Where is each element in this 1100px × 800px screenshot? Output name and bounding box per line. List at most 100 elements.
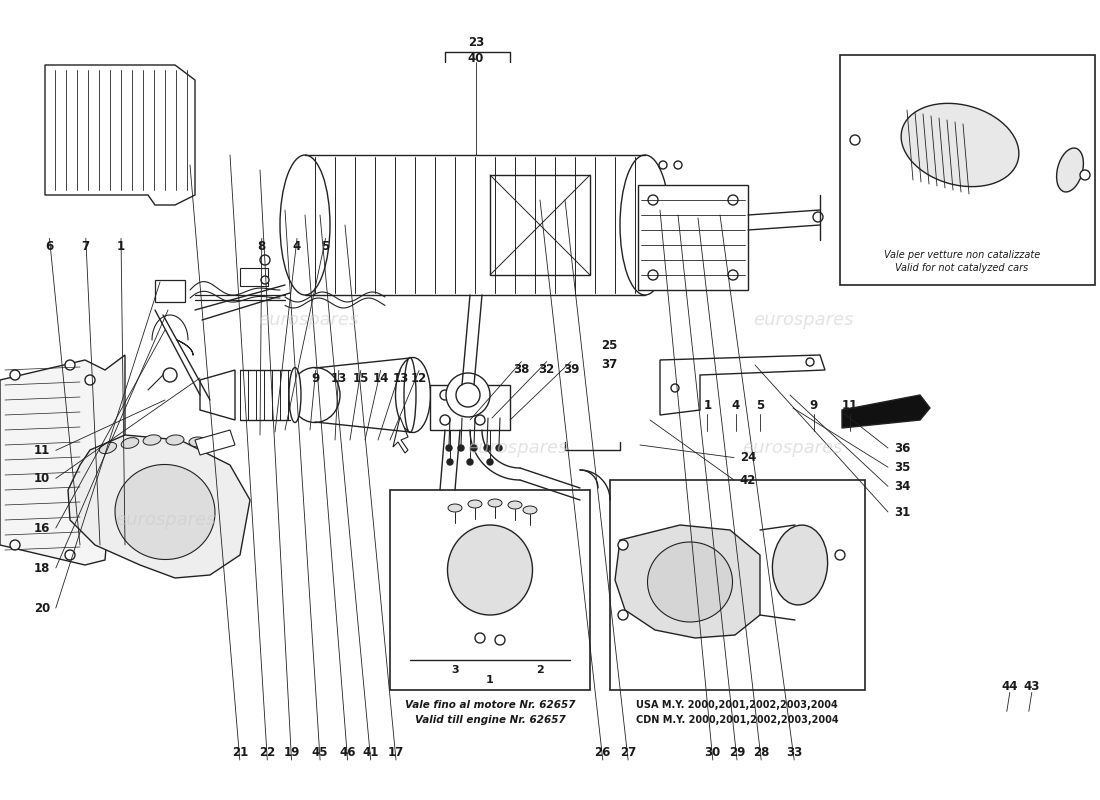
Text: 16: 16 (34, 522, 50, 534)
Ellipse shape (289, 367, 301, 422)
Ellipse shape (121, 438, 139, 448)
Ellipse shape (290, 367, 340, 422)
Text: 1: 1 (117, 240, 125, 253)
Text: CDN M.Y. 2000,2001,2002,2003,2004: CDN M.Y. 2000,2001,2002,2003,2004 (636, 715, 838, 725)
Bar (638, 185, 748, 290)
Text: 13: 13 (331, 372, 346, 385)
Circle shape (471, 445, 477, 451)
Ellipse shape (99, 442, 117, 454)
Text: 43: 43 (1024, 680, 1040, 693)
Text: 14: 14 (373, 372, 388, 385)
Circle shape (728, 195, 738, 205)
Circle shape (85, 375, 95, 385)
Ellipse shape (522, 506, 537, 514)
Text: 12: 12 (411, 372, 427, 385)
Text: 23: 23 (468, 35, 484, 49)
Circle shape (260, 255, 270, 265)
Circle shape (65, 550, 75, 560)
Text: 21: 21 (232, 746, 248, 758)
Circle shape (65, 360, 75, 370)
Text: 11: 11 (34, 444, 50, 457)
Text: 25: 25 (602, 339, 617, 352)
Circle shape (10, 370, 20, 380)
Bar (840, 55, 1094, 285)
Circle shape (456, 383, 480, 407)
Circle shape (835, 550, 845, 560)
Bar (155, 280, 185, 302)
Text: 36: 36 (894, 442, 910, 454)
Text: Valid till engine Nr. 62657: Valid till engine Nr. 62657 (415, 715, 565, 725)
Circle shape (10, 540, 20, 550)
Text: 33: 33 (786, 746, 802, 758)
Text: 26: 26 (595, 746, 610, 758)
Ellipse shape (468, 500, 482, 508)
Text: eurospares: eurospares (257, 311, 359, 329)
Text: Vale fino al motore Nr. 62657: Vale fino al motore Nr. 62657 (405, 700, 575, 710)
Text: 8: 8 (257, 240, 266, 253)
Circle shape (475, 633, 485, 643)
Text: 9: 9 (810, 399, 818, 412)
Text: 46: 46 (339, 746, 356, 758)
Text: Valid for not catalyzed cars: Valid for not catalyzed cars (895, 263, 1028, 273)
Text: 22: 22 (260, 746, 275, 758)
Text: 32: 32 (539, 363, 554, 376)
Ellipse shape (280, 155, 330, 295)
Text: eurospares: eurospares (741, 439, 843, 457)
Polygon shape (842, 395, 930, 428)
Circle shape (163, 368, 177, 382)
Polygon shape (615, 525, 760, 638)
Text: USA M.Y. 2000,2001,2002,2003,2004: USA M.Y. 2000,2001,2002,2003,2004 (636, 700, 838, 710)
Polygon shape (195, 430, 235, 455)
Circle shape (674, 161, 682, 169)
Text: eurospares: eurospares (752, 311, 854, 329)
Circle shape (813, 212, 823, 222)
Circle shape (468, 459, 473, 465)
Circle shape (447, 459, 453, 465)
Text: 19: 19 (284, 746, 299, 758)
Text: 17: 17 (388, 746, 404, 758)
Text: 27: 27 (620, 746, 636, 758)
Bar (240, 268, 268, 286)
Ellipse shape (116, 465, 214, 559)
Ellipse shape (448, 504, 462, 512)
Circle shape (648, 270, 658, 280)
Text: 28: 28 (754, 746, 769, 758)
Polygon shape (393, 417, 408, 453)
Ellipse shape (189, 437, 207, 447)
Circle shape (475, 415, 485, 425)
Text: 4: 4 (293, 240, 301, 253)
Ellipse shape (648, 542, 733, 622)
Circle shape (850, 135, 860, 145)
Text: 41: 41 (363, 746, 378, 758)
Ellipse shape (166, 435, 184, 445)
Text: 35: 35 (894, 461, 910, 474)
Ellipse shape (448, 525, 532, 615)
Polygon shape (45, 65, 195, 205)
Text: 18: 18 (34, 562, 50, 574)
Ellipse shape (488, 499, 502, 507)
Text: 10: 10 (34, 472, 50, 485)
Polygon shape (68, 435, 250, 578)
Circle shape (440, 415, 450, 425)
Circle shape (440, 390, 450, 400)
Text: 5: 5 (321, 240, 330, 253)
Text: 38: 38 (514, 363, 529, 376)
Text: 29: 29 (729, 746, 745, 758)
Circle shape (618, 610, 628, 620)
Text: 20: 20 (34, 602, 50, 614)
Text: 39: 39 (563, 363, 579, 376)
Circle shape (648, 195, 658, 205)
Circle shape (728, 270, 738, 280)
Text: 42: 42 (740, 474, 756, 486)
Ellipse shape (901, 103, 1019, 186)
Circle shape (659, 161, 667, 169)
Ellipse shape (620, 155, 670, 295)
Polygon shape (0, 355, 125, 565)
Polygon shape (200, 370, 235, 420)
Text: 1: 1 (486, 675, 494, 685)
Polygon shape (660, 355, 825, 415)
Circle shape (487, 459, 493, 465)
Text: 13: 13 (393, 372, 408, 385)
Text: 9: 9 (311, 372, 320, 385)
Bar (490, 175, 590, 275)
